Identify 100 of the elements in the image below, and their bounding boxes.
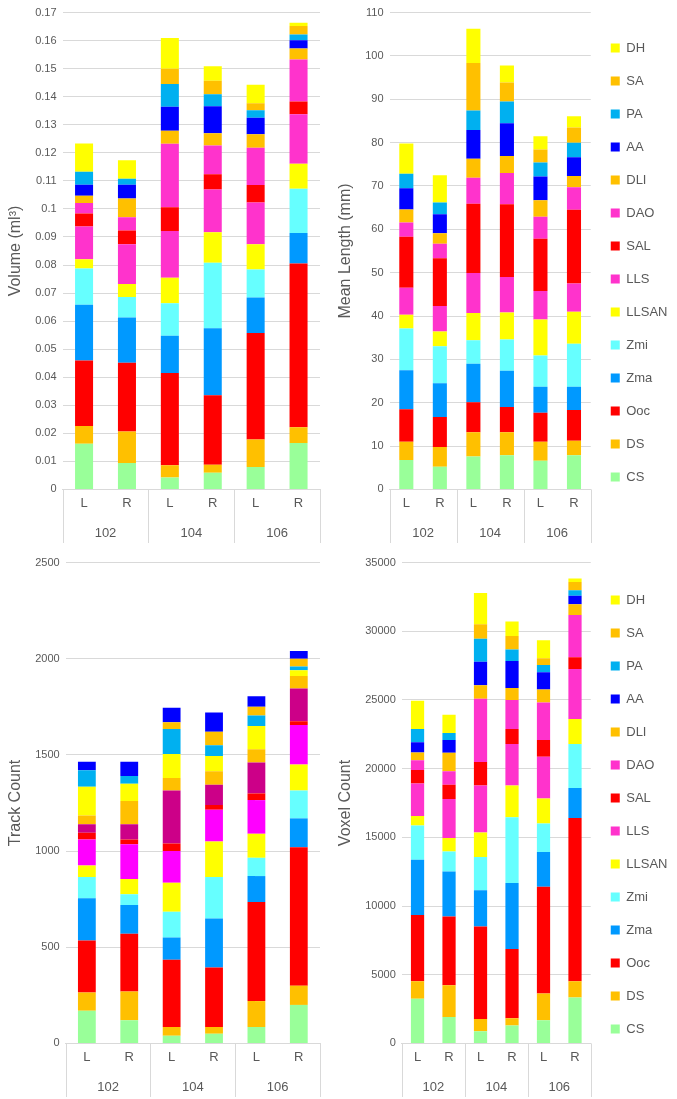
bar [466,130,481,159]
text: 104 [181,1078,204,1094]
y-tick-label: 60 [371,222,384,235]
bar [473,685,488,699]
bar [473,661,488,686]
y-tick-label: 0.05 [35,342,57,355]
y-axis-title: Volume (ml³) [6,205,24,297]
bar [566,176,582,188]
bar [442,871,456,917]
bar [410,981,425,999]
bar [75,195,94,204]
bar [117,284,136,297]
bar [410,742,425,753]
bar [399,287,414,315]
bar [499,204,514,278]
bar [75,171,94,185]
y-tick-label: 5000 [371,967,396,980]
bar [289,101,308,115]
bar [505,621,519,636]
bar [566,386,582,411]
x-tick-label: L [83,1048,91,1064]
bar [289,666,308,671]
bar [246,185,265,203]
bar [203,94,222,107]
bar [203,145,222,175]
bar [442,837,456,852]
y-tick-label: 2500 [35,555,60,568]
bar [536,993,551,1021]
bar [203,189,222,233]
bar [536,739,551,757]
legend-label: CS [626,468,645,484]
bar [203,66,222,81]
bar [568,657,582,670]
bar [442,714,456,733]
bar [120,824,139,840]
bar [246,244,265,270]
bar [499,370,514,408]
bar [533,162,548,177]
x-tick-label: L [168,1048,176,1064]
bar [205,731,223,746]
bar [75,213,94,227]
bar [160,106,179,131]
x-tick-label: R [293,494,304,510]
y-axis-title: Mean Length (mm) [336,183,354,319]
bar [120,801,139,825]
text: 102 [422,1078,445,1094]
legend-label: LLSAN [626,855,668,871]
bar [410,998,425,1043]
bar [77,839,96,866]
bar [75,443,94,489]
bar [442,798,456,838]
bar [568,581,582,591]
bar [117,297,136,318]
bar [466,177,481,204]
bar [466,456,481,489]
bar [75,203,94,214]
bar [120,783,139,802]
bar [473,785,488,833]
x-tick-label: L [469,494,477,510]
bar [410,729,425,743]
bar [473,1031,488,1043]
y-tick-label: 80 [371,135,384,148]
bar [247,800,266,834]
bar [205,712,223,732]
bar [499,172,514,205]
bar [205,1027,223,1034]
bar [246,134,265,148]
bar [533,319,548,356]
bar [533,238,548,291]
bar [533,200,548,217]
y-tick-label: 90 [371,92,384,105]
bar [533,355,548,387]
bar [246,147,265,186]
bar [442,851,456,872]
bar [77,770,96,787]
bar [203,464,222,473]
bar [499,432,514,456]
bar [432,383,447,418]
bar [566,142,582,158]
bar [246,84,265,104]
legend-label: SAL [626,789,651,805]
bar [499,156,514,173]
bar [499,123,514,157]
bar [289,847,308,986]
text: 102 [94,524,117,540]
bar [120,933,139,992]
bar [505,649,519,662]
bar [568,788,582,819]
bar [289,658,308,667]
y-tick-label: 0.01 [35,454,57,467]
bar [536,756,551,799]
bar [399,173,414,189]
bar [533,216,548,239]
bar [410,769,425,784]
y-tick-label: 0.07 [35,286,57,299]
bar [289,790,308,819]
bar [289,688,308,722]
bar [203,133,222,146]
bar [205,877,223,919]
bar [566,343,582,387]
